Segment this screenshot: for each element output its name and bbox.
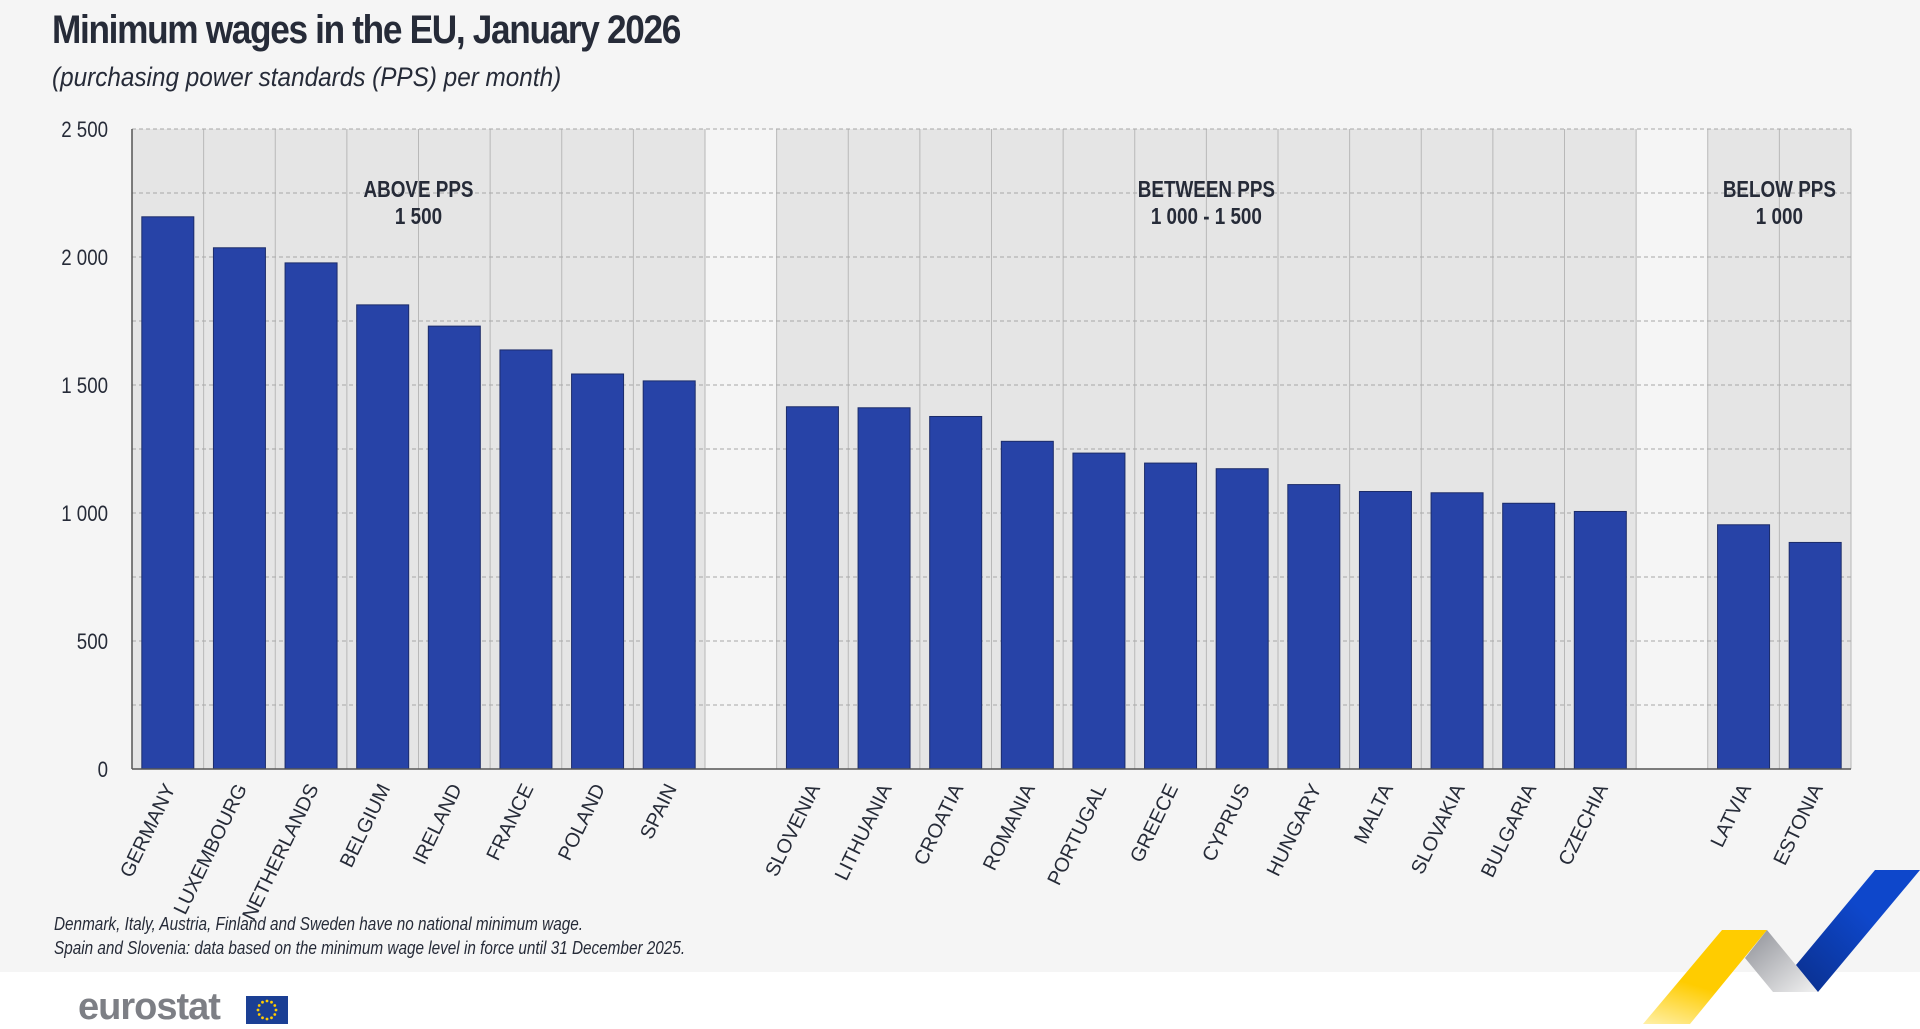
chart-title: Minimum wages in the EU, January 2026 bbox=[52, 8, 681, 52]
y-tick-label: 1 500 bbox=[61, 375, 108, 399]
footnote-2: Spain and Slovenia: data based on the mi… bbox=[54, 938, 686, 958]
bar bbox=[1215, 468, 1269, 770]
group-label: 1 000 - 1 500 bbox=[1151, 204, 1262, 229]
bar bbox=[571, 373, 625, 770]
bar bbox=[1573, 510, 1627, 770]
bar bbox=[141, 216, 195, 770]
group-label: 1 000 bbox=[1756, 204, 1803, 229]
eu-flag-icon bbox=[246, 996, 288, 1024]
blue-ribbon bbox=[1796, 870, 1920, 992]
chart-subtitle: (purchasing power standards (PPS) per mo… bbox=[52, 62, 562, 92]
yellow-ribbon bbox=[1643, 930, 1767, 1024]
group-label: 1 500 bbox=[395, 204, 442, 229]
y-tick-label: 500 bbox=[77, 631, 108, 655]
gray-ribbon bbox=[1745, 930, 1818, 992]
group-label: BETWEEN PPS bbox=[1138, 177, 1275, 202]
y-tick-label: 2 500 bbox=[61, 119, 108, 143]
bar bbox=[642, 380, 696, 770]
bar bbox=[1358, 490, 1412, 770]
bar bbox=[1430, 492, 1484, 770]
bar bbox=[499, 349, 553, 770]
bar bbox=[1502, 502, 1556, 770]
eurostat-logo: eurostat bbox=[78, 986, 221, 1028]
bar bbox=[1788, 541, 1842, 770]
bar bbox=[212, 247, 266, 770]
y-tick-label: 2 000 bbox=[61, 247, 108, 271]
bar bbox=[1072, 452, 1126, 770]
y-tick-label: 0 bbox=[98, 759, 108, 783]
y-tick-label: 1 000 bbox=[61, 503, 108, 527]
bar bbox=[284, 262, 338, 770]
group-label: ABOVE PPS bbox=[364, 177, 474, 202]
bar bbox=[929, 415, 983, 770]
bar bbox=[356, 304, 410, 770]
bar bbox=[427, 325, 481, 770]
footnote-1: Denmark, Italy, Austria, Finland and Swe… bbox=[54, 914, 583, 934]
bar bbox=[785, 406, 839, 770]
group-label: BELOW PPS bbox=[1723, 177, 1836, 202]
